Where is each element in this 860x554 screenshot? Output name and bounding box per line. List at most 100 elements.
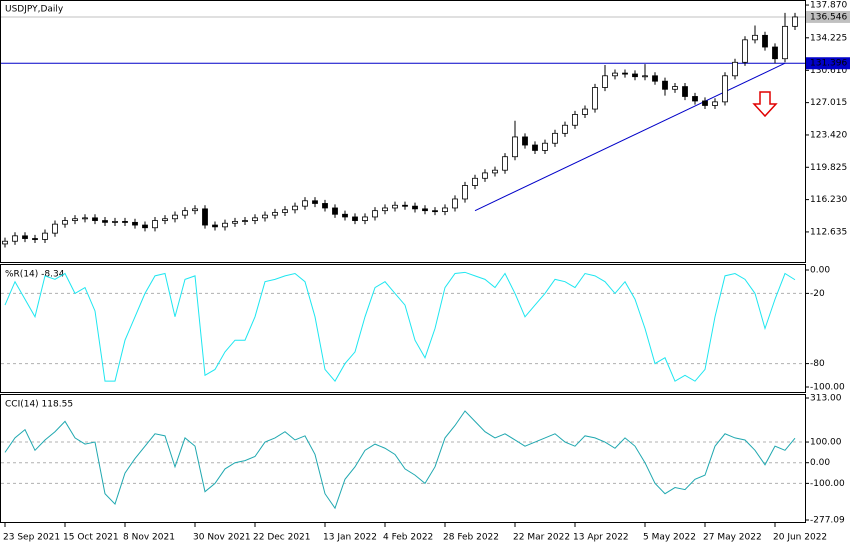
candle-body [262, 214, 268, 219]
candle-body [152, 220, 158, 229]
candle-body [792, 16, 798, 27]
candle-body [132, 221, 138, 226]
candle-body [762, 34, 768, 48]
candle-body [442, 207, 448, 212]
x-tick-label: 5 May 2022 [643, 533, 696, 543]
x-tick-label: 22 Dec 2021 [253, 533, 311, 543]
candle-body [292, 205, 298, 211]
candle-body [172, 214, 178, 220]
x-tick-label: 8 Nov 2021 [123, 533, 175, 543]
candle-body [352, 216, 358, 221]
x-tick-label: 30 Nov 2021 [193, 533, 251, 543]
y-tick-label: 137.870 [810, 1, 847, 11]
candle-body [422, 208, 428, 212]
candle-body [742, 39, 748, 63]
candle-body [32, 238, 38, 240]
candle-body [12, 235, 18, 242]
candle-body [382, 207, 388, 212]
x-tick-label: 13 Apr 2022 [573, 533, 629, 543]
candle-body [592, 87, 598, 110]
candle-body [102, 220, 108, 223]
y-tick-label: 116.230 [810, 195, 847, 205]
y-tick-label: -20 [810, 289, 825, 299]
x-tick-label: 23 Sep 2021 [3, 533, 60, 543]
candle-body [22, 235, 28, 239]
y-tick-label: -100.00 [810, 479, 845, 489]
candle-body [682, 86, 688, 97]
candle-body [372, 210, 378, 218]
x-tick-label: 4 Feb 2022 [383, 533, 433, 543]
candle-body [622, 72, 628, 75]
candle-body [312, 200, 318, 204]
y-tick-label: 0.00 [810, 266, 830, 276]
indicator-line [4, 271, 796, 383]
candle-body [532, 144, 538, 151]
candle-body [2, 240, 8, 245]
price-label: 136.546 [810, 12, 847, 22]
candle-body [282, 209, 288, 213]
price-label: 131.396 [810, 59, 847, 69]
candle-body [512, 136, 518, 158]
candle-body [642, 75, 648, 78]
candle-body [602, 75, 608, 88]
cci-pane [0, 394, 806, 523]
y-tick-label: 123.420 [810, 130, 847, 140]
candle-body [412, 205, 418, 210]
candle-body [612, 72, 618, 77]
candle-body [672, 86, 678, 90]
y-tick-label: 100.00 [810, 438, 842, 448]
candle-body [472, 177, 478, 186]
y-tick-label: 130.610 [810, 66, 847, 76]
candle-body [62, 220, 68, 225]
y-tick-label: -277.09 [810, 516, 845, 526]
candle-body [722, 75, 728, 103]
candle-body [332, 207, 338, 215]
candle-body [502, 156, 508, 171]
candle-body [772, 46, 778, 60]
candle-body [692, 96, 698, 102]
candle-body [702, 100, 708, 106]
x-tick-label: 20 Jun 2022 [773, 533, 827, 543]
y-tick-label: 127.015 [810, 98, 847, 108]
candle-body [362, 216, 368, 221]
candle-body [342, 213, 348, 218]
candle-body [232, 221, 238, 224]
candle-body [392, 204, 398, 209]
candle-body [522, 136, 528, 146]
candle-body [712, 101, 718, 106]
candle-body [572, 114, 578, 126]
indicator-line [4, 410, 796, 510]
candle-body [272, 212, 278, 216]
candle-body [202, 208, 208, 226]
y-tick-label: 313.00 [810, 394, 842, 404]
candle-body [142, 224, 148, 229]
trendline [474, 62, 786, 212]
candle-body [82, 217, 88, 220]
candle-body [562, 124, 568, 134]
wpr-pane [0, 264, 806, 393]
candle-body [782, 25, 788, 60]
candle-body [432, 210, 438, 213]
x-tick-label: 15 Oct 2021 [63, 533, 119, 543]
candle-body [222, 222, 228, 228]
candle-body [752, 34, 758, 41]
x-tick-label: 28 Feb 2022 [443, 533, 499, 543]
candle-body [552, 132, 558, 144]
candle-body [242, 220, 248, 222]
candle-body [492, 169, 498, 174]
candle-body [322, 203, 328, 209]
candle-body [92, 217, 98, 221]
candle-body [652, 75, 658, 82]
candle-body [112, 221, 118, 223]
candle-body [52, 223, 58, 234]
candle-body [212, 224, 218, 228]
x-tick-label: 22 Mar 2022 [513, 533, 570, 543]
chart-title: USDJPY,Daily [5, 5, 64, 15]
candle-body [122, 221, 128, 223]
candle-body [192, 208, 198, 212]
candle-body [542, 142, 548, 151]
y-tick-label: -100.00 [810, 383, 845, 393]
y-tick-label: 134.225 [810, 33, 847, 43]
x-tick-label: 13 Jan 2022 [323, 533, 377, 543]
